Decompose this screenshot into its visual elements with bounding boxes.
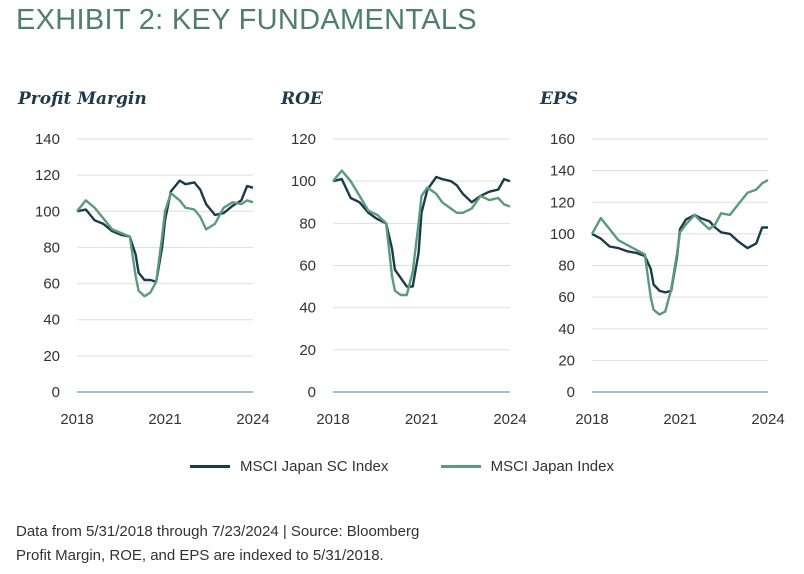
series-line-japan [76, 191, 254, 298]
x-tick-label: 2018 [60, 411, 93, 428]
legend-label-japan: MSCI Japan Index [490, 458, 614, 475]
y-tick-label: 20 [299, 342, 316, 359]
y-tick-label: 40 [43, 312, 60, 329]
x-tick-label: 2021 [663, 411, 696, 428]
y-tick-label: 60 [299, 258, 316, 275]
footnote-source: Data from 5/31/2018 through 7/23/2024 | … [16, 523, 420, 540]
y-tick-label: 140 [550, 163, 575, 180]
y-tick-label: 80 [299, 215, 316, 232]
series-line-sc [76, 179, 254, 283]
y-tick-label: 120 [35, 167, 60, 184]
x-tick-label: 2024 [236, 411, 269, 428]
chart-0: Profit Margin 0 20 40 60 80 100 120 140 2018 2021 2… [17, 89, 270, 428]
series-line-sc [332, 175, 511, 288]
chart-title: ROE [280, 89, 324, 109]
x-tick-label: 2021 [148, 411, 181, 428]
charts-container: Profit Margin 0 20 40 60 80 100 120 140 2018 2021 2… [17, 89, 785, 428]
legend-swatch-sc [190, 465, 230, 468]
y-tick-label: 100 [35, 203, 60, 220]
y-tick-label: 60 [43, 276, 60, 293]
y-tick-label: 80 [558, 258, 575, 275]
x-tick-label: 2018 [575, 411, 608, 428]
y-tick-label: 40 [299, 300, 316, 317]
legend-label-sc: MSCI Japan SC Index [240, 458, 389, 475]
legend-item-japan: MSCI Japan Index [440, 458, 614, 475]
footnote-indexing: Profit Margin, ROE, and EPS are indexed … [16, 547, 384, 564]
y-tick-label: 120 [291, 131, 316, 148]
y-tick-label: 0 [52, 384, 60, 401]
x-tick-label: 2024 [493, 411, 526, 428]
y-tick-label: 100 [550, 226, 575, 243]
y-tick-label: 0 [567, 384, 575, 401]
y-tick-label: 20 [558, 352, 575, 369]
chart-1: ROE 0 20 40 60 80 100 120 2018 2021 2024 [280, 89, 527, 428]
x-tick-label: 2018 [316, 411, 349, 428]
y-tick-label: 60 [558, 289, 575, 306]
y-tick-label: 140 [35, 131, 60, 148]
y-tick-label: 40 [558, 321, 575, 338]
x-tick-label: 2021 [405, 411, 438, 428]
y-tick-label: 160 [550, 131, 575, 148]
legend-swatch-japan [440, 465, 481, 468]
chart-title: EPS [539, 89, 578, 109]
chart-2: EPS 0 20 40 60 80 100 120 140 160 2018 2021 2024 [539, 89, 785, 428]
exhibit-title: EXHIBIT 2: KEY FUNDAMENTALS [16, 4, 477, 36]
series-line-japan [332, 169, 511, 297]
y-tick-label: 100 [291, 173, 316, 190]
footnotes: Data from 5/31/2018 through 7/23/2024 | … [16, 520, 419, 568]
series-line-sc [591, 213, 768, 294]
legend: MSCI Japan SC Index MSCI Japan Index [190, 455, 662, 475]
y-tick-label: 0 [308, 384, 316, 401]
x-tick-label: 2024 [751, 411, 784, 428]
y-tick-label: 120 [550, 194, 575, 211]
y-tick-label: 20 [43, 348, 60, 365]
legend-item-sc: MSCI Japan SC Index [190, 458, 388, 475]
series-line-japan [590, 179, 769, 316]
y-tick-label: 80 [43, 239, 60, 256]
chart-title: Profit Margin [17, 89, 147, 109]
